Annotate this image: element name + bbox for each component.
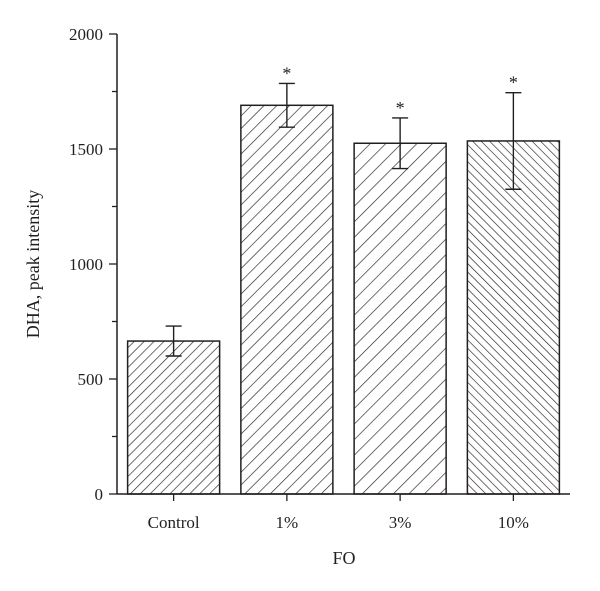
y-tick-label: 1000 (69, 255, 103, 274)
y-tick-label: 2000 (69, 25, 103, 44)
x-tick-label: 10% (498, 513, 529, 532)
bar (240, 104, 334, 495)
bar (466, 140, 561, 495)
bar (126, 340, 221, 495)
x-tick-label: Control (148, 513, 200, 532)
bar (353, 142, 447, 495)
significance-label: * (282, 63, 291, 83)
x-tick-label: 3% (389, 513, 412, 532)
x-tick-label: 1% (276, 513, 299, 532)
significance-label: * (509, 73, 518, 93)
x-ticks: Control 1% 3% 10% (148, 494, 529, 532)
bars: * * * (126, 63, 561, 495)
x-axis-title: FO (332, 548, 355, 568)
y-tick-label: 500 (78, 370, 104, 389)
significance-label: * (396, 98, 405, 118)
y-tick-label: 1500 (69, 140, 103, 159)
y-ticks: 0 500 1000 1500 2000 (69, 25, 117, 504)
y-axis-title: DHA, peak intensity (23, 190, 43, 338)
y-tick-label: 0 (95, 485, 104, 504)
